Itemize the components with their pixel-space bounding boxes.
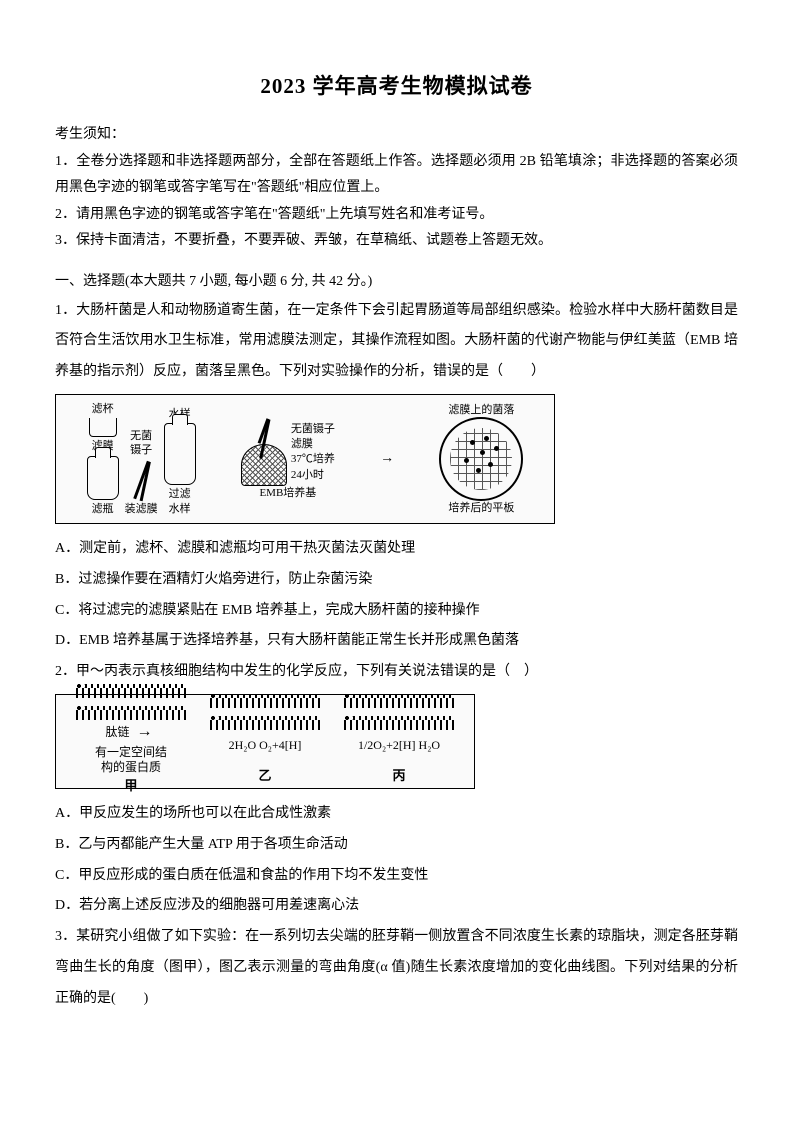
fig2-panel-2: 2H₂O O₂+4[H] 乙	[210, 698, 320, 784]
bottle-icon	[164, 423, 196, 485]
label-medium: EMB培养基	[259, 486, 316, 500]
option-b: B．过滤操作要在酒精灯火焰旁进行，防止杂菌污染	[55, 565, 738, 596]
panel1-top: 肽链	[105, 725, 129, 739]
page-title: 2023 学年高考生物模拟试卷	[55, 70, 738, 100]
q2-options: A．甲反应发生的场所也可以在此合成性激素 B．乙与丙都能产生大量 ATP 用于各…	[55, 799, 738, 922]
label-bottle: 滤瓶	[92, 502, 114, 516]
q1-figure: 滤杯 滤膜 滤瓶 无菌 镊子 装滤膜 水样 过滤 水样	[55, 394, 555, 524]
fig2-panel-1: 肽链 → 有一定空间结 构的蛋白质 甲	[76, 688, 186, 795]
q2-figure: 肽链 → 有一定空间结 构的蛋白质 甲 2H₂O O₂+4[H] 乙 1/2O₂…	[55, 694, 475, 789]
label-mesh: 滤膜	[291, 437, 335, 451]
option-c: C．将过滤完的滤膜紧贴在 EMB 培养基上，完成大肠杆菌的接种操作	[55, 596, 738, 627]
panel2-caption: 乙	[258, 768, 271, 785]
instructions-heading: 考生须知：	[55, 122, 738, 149]
instructions-block: 考生须知： 1．全卷分选择题和非选择题两部分，全部在答题纸上作答。选择题必须用 …	[55, 122, 738, 255]
label-tweezer2: 无菌镊子	[291, 422, 335, 436]
fig1-medium: 无菌镊子 滤膜 37℃培养 24小时 EMB培养基	[241, 418, 335, 500]
option-a: A．测定前，滤杯、滤膜和滤瓶均可用干热灭菌法灭菌处理	[55, 534, 738, 565]
membrane-icon	[344, 698, 454, 730]
membrane-icon	[76, 688, 186, 720]
option-c: C．甲反应形成的蛋白质在低温和食盐的作用下均不发生变性	[55, 861, 738, 892]
q1-options: A．测定前，滤杯、滤膜和滤瓶均可用干热灭菌法灭菌处理 B．过滤操作要在酒精灯火焰…	[55, 534, 738, 657]
instruction-item: 2．请用黑色字迹的钢笔或答字笔在"答题纸"上先填写姓名和准考证号。	[55, 202, 738, 229]
fig1-plate: 滤膜上的菌落 培养后的平板	[439, 403, 523, 516]
q3-stem: 3．某研究小组做了如下实验：在一系列切去尖端的胚芽鞘一侧放置含不同浓度生长素的琼…	[55, 922, 738, 1014]
instruction-item: 1．全卷分选择题和非选择题两部分，全部在答题纸上作答。选择题必须用 2B 铅笔填…	[55, 149, 738, 202]
panel3-reaction: 1/2O₂+2[H] H₂O	[358, 738, 440, 754]
label-colony: 滤膜上的菌落	[448, 403, 514, 417]
label-tweezer: 无菌 镊子	[130, 429, 152, 458]
label-filter: 过滤 水样	[169, 487, 191, 516]
panel3-caption: 丙	[392, 768, 405, 785]
tweezer-icon	[133, 460, 149, 499]
option-d: D．若分离上述反应涉及的细胞器可用差速离心法	[55, 891, 738, 922]
petri-icon	[439, 417, 523, 501]
option-a: A．甲反应发生的场所也可以在此合成性激素	[55, 799, 738, 830]
panel2-reaction: 2H₂O O₂+4[H]	[229, 738, 302, 754]
instruction-item: 3．保持卡面清洁，不要折叠，不要弄破、弄皱，在草稿纸、试题卷上答题无效。	[55, 228, 738, 255]
label-cup: 滤杯	[92, 402, 114, 416]
option-b: B．乙与丙都能产生大量 ATP 用于各项生命活动	[55, 830, 738, 861]
bottle-icon	[87, 456, 119, 500]
fig1-filter-assembly: 滤杯 滤膜 滤瓶 无菌 镊子 装滤膜 水样 过滤 水样	[87, 402, 196, 516]
label-time: 24小时	[291, 468, 335, 482]
membrane-icon	[210, 698, 320, 730]
label-plate: 培养后的平板	[448, 501, 514, 515]
panel1-caption: 甲	[124, 778, 137, 795]
label-load: 装滤膜	[125, 502, 158, 516]
option-d: D．EMB 培养基属于选择培养基，只有大肠杆菌能正常生长并形成黑色菌落	[55, 626, 738, 657]
arrow-icon: →	[137, 723, 153, 740]
label-temp: 37℃培养	[291, 452, 335, 466]
section-header: 一、选择题(本大题共 7 小题, 每小题 6 分, 共 42 分。)	[55, 269, 738, 296]
tweezer-icon	[258, 418, 270, 443]
panel1-bottom: 有一定空间结 构的蛋白质	[95, 745, 167, 776]
q1-stem: 1．大肠杆菌是人和动物肠道寄生菌，在一定条件下会引起胃肠道等局部组织感染。检验水…	[55, 296, 738, 388]
arrow-icon: →	[380, 451, 394, 467]
fig2-panel-3: 1/2O₂+2[H] H₂O 丙	[344, 698, 454, 784]
